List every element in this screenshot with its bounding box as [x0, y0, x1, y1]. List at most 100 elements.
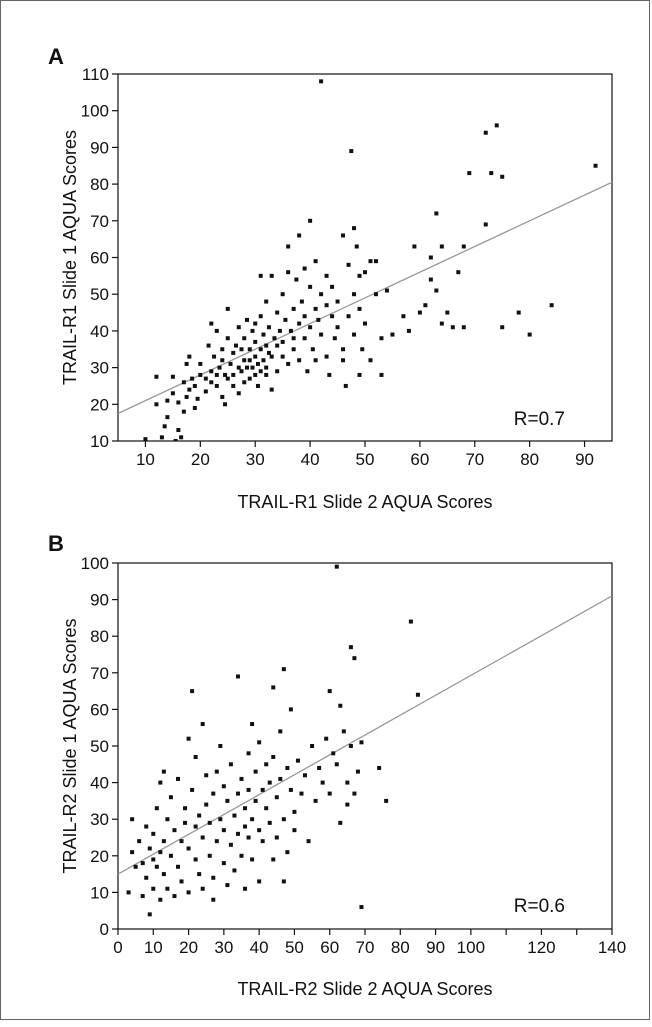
data-point	[209, 380, 214, 385]
data-point	[133, 864, 138, 869]
data-point	[317, 765, 322, 770]
data-point	[161, 839, 166, 844]
data-point	[308, 284, 313, 289]
data-point	[231, 350, 236, 355]
data-point	[489, 171, 494, 176]
data-point	[428, 277, 433, 282]
data-point	[335, 325, 340, 330]
data-point	[324, 736, 329, 741]
data-point	[294, 277, 299, 282]
data-point	[461, 325, 466, 330]
data-point	[308, 325, 313, 330]
data-point	[267, 820, 272, 825]
x-tick-label: 80	[520, 450, 539, 469]
correlation-annotation: R=0.6	[514, 896, 565, 917]
data-point	[346, 314, 351, 319]
data-point	[341, 347, 346, 352]
data-point	[415, 692, 420, 697]
data-point	[172, 828, 177, 833]
data-layer	[118, 79, 612, 441]
data-point	[190, 376, 195, 381]
data-point	[130, 817, 135, 822]
data-point	[285, 850, 290, 855]
data-point	[257, 740, 262, 745]
data-point	[363, 270, 367, 275]
data-point	[281, 817, 286, 822]
data-point	[417, 310, 422, 315]
data-point	[243, 886, 248, 891]
x-tick-label: 100	[457, 938, 485, 957]
data-point	[330, 314, 335, 319]
data-point	[327, 689, 332, 694]
y-tick-label: 100	[81, 554, 109, 573]
data-point	[168, 853, 173, 858]
correlation-annotation: R=0.7	[514, 409, 565, 430]
data-point	[211, 897, 216, 902]
data-point	[281, 879, 286, 884]
data-point	[368, 259, 373, 264]
data-point	[235, 831, 240, 836]
data-point	[274, 835, 279, 840]
data-point	[179, 879, 184, 884]
data-point	[143, 437, 148, 441]
x-tick-label: 60	[320, 938, 339, 957]
x-tick-label: 70	[465, 450, 484, 469]
data-point	[203, 376, 208, 381]
data-point	[209, 321, 214, 326]
x-tick-label: 70	[356, 938, 375, 957]
data-point	[151, 831, 156, 836]
panel-a: A 10 20 30 40 50 60 70 80 90 100 110 10 20 30 40 50 60 70 8…	[48, 44, 613, 512]
data-point	[292, 828, 297, 833]
data-point	[258, 369, 263, 374]
data-point	[231, 372, 236, 377]
data-point	[456, 270, 461, 275]
y-tick-label: 90	[90, 138, 109, 157]
data-point	[253, 339, 258, 344]
data-point	[341, 233, 346, 238]
data-point	[319, 79, 324, 84]
data-point	[232, 868, 237, 873]
data-point	[195, 396, 200, 401]
x-tick-label: 140	[598, 938, 626, 957]
y-tick-label: 100	[81, 102, 109, 121]
data-point	[165, 817, 170, 822]
data-point	[277, 328, 282, 333]
x-tick-label: 90	[426, 938, 445, 957]
data-point	[264, 372, 269, 377]
y-tick-label: 30	[90, 810, 109, 829]
data-point	[223, 372, 228, 377]
data-point	[175, 864, 180, 869]
data-point	[313, 358, 318, 363]
data-point	[271, 754, 276, 759]
data-point	[500, 174, 505, 179]
data-point	[206, 343, 211, 348]
y-tick-label: 110	[82, 65, 109, 84]
data-point	[225, 376, 230, 381]
data-point	[212, 354, 217, 359]
data-point	[228, 361, 233, 366]
data-point	[198, 372, 203, 377]
data-point	[357, 273, 362, 278]
data-point	[331, 751, 336, 756]
data-point	[165, 886, 170, 891]
data-point	[214, 328, 219, 333]
data-point	[198, 361, 203, 366]
data-point	[225, 306, 230, 311]
data-point	[302, 336, 307, 341]
data-point	[192, 383, 197, 388]
x-tick-label: 10	[144, 938, 163, 957]
y-tick-label: 60	[90, 249, 109, 268]
data-point	[297, 233, 302, 238]
data-point	[352, 292, 357, 297]
data-point	[286, 244, 291, 249]
data-point	[220, 394, 225, 399]
data-point	[187, 387, 192, 392]
data-point	[246, 835, 251, 840]
data-point	[158, 850, 163, 855]
data-point	[352, 332, 357, 337]
data-point	[170, 374, 175, 379]
data-point	[338, 820, 343, 825]
x-tick-label: 80	[391, 938, 410, 957]
data-point	[239, 369, 244, 374]
